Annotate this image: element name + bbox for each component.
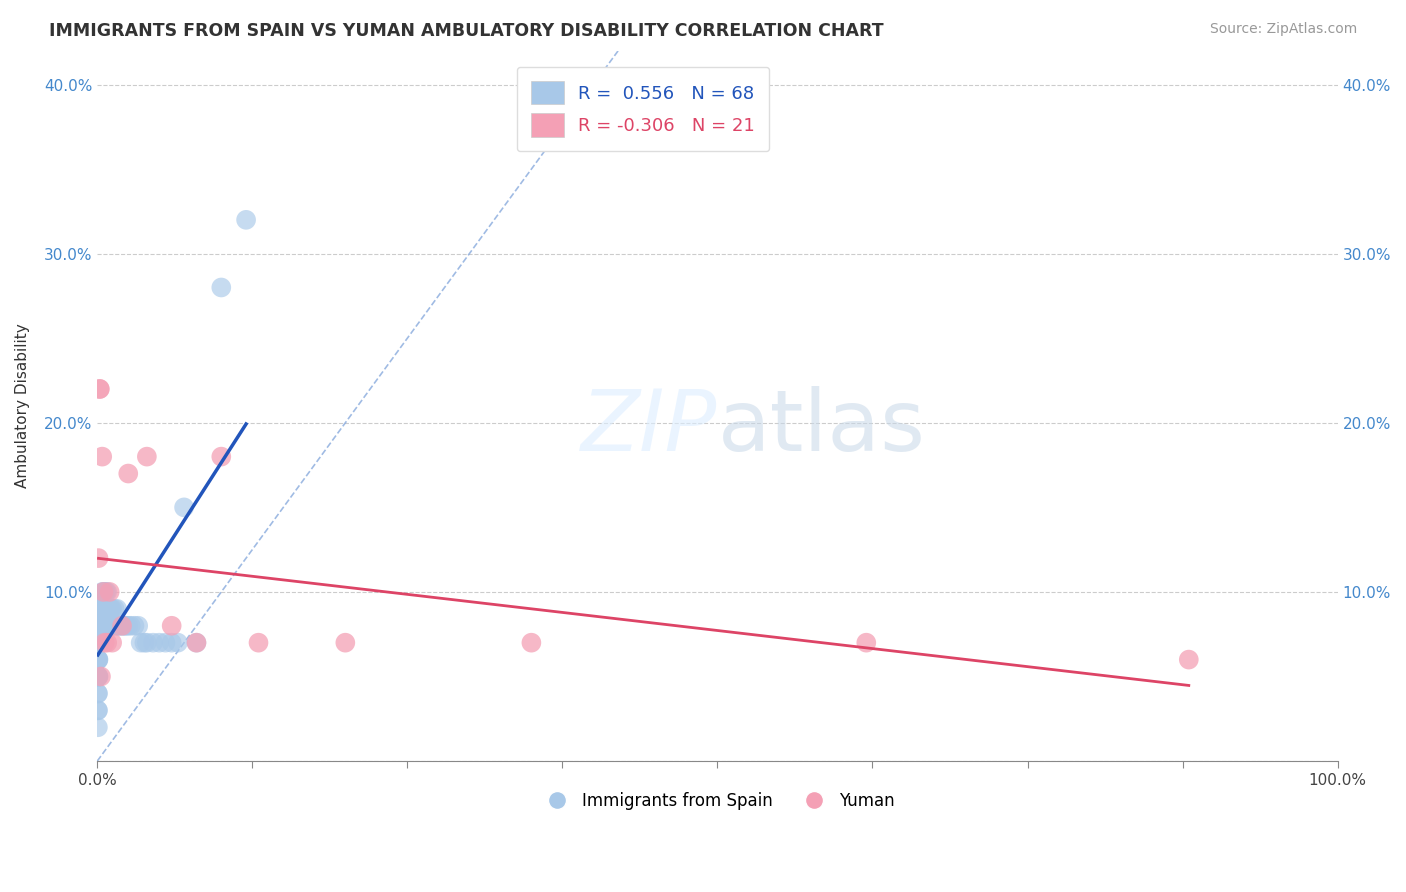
Point (94, 602, 117, 616)
Point (167, 635, 190, 649)
Text: Source: ZipAtlas.com: Source: ZipAtlas.com (1209, 22, 1357, 37)
Point (90, 602, 112, 616)
Point (105, 602, 128, 616)
Point (103, 619, 125, 633)
Point (91, 450, 114, 464)
Point (98, 619, 121, 633)
Point (87, 703, 110, 717)
Point (98, 585, 121, 599)
Text: IMMIGRANTS FROM SPAIN VS YUMAN AMBULATORY DISABILITY CORRELATION CHART: IMMIGRANTS FROM SPAIN VS YUMAN AMBULATOR… (49, 22, 884, 40)
Point (101, 602, 124, 616)
Point (89, 635, 111, 649)
Point (87, 652, 110, 666)
Point (114, 619, 136, 633)
Point (186, 635, 208, 649)
Point (101, 635, 124, 649)
Point (87, 669, 110, 683)
Point (87, 635, 110, 649)
Point (91, 619, 114, 633)
Point (173, 500, 195, 515)
Text: ZIP: ZIP (581, 385, 717, 468)
Point (87, 703, 110, 717)
Point (142, 635, 165, 649)
Point (111, 619, 134, 633)
Point (235, 212, 257, 227)
Point (87, 669, 110, 683)
Point (87, 669, 110, 683)
Point (209, 450, 232, 464)
Point (93, 585, 115, 599)
Point (186, 635, 208, 649)
Point (87, 652, 110, 666)
Point (90, 602, 112, 616)
Point (209, 280, 232, 294)
Legend: Immigrants from Spain, Yuman: Immigrants from Spain, Yuman (533, 785, 901, 817)
Point (87, 686, 110, 700)
Point (87, 669, 110, 683)
Point (117, 467, 139, 481)
Point (129, 635, 152, 649)
Point (117, 619, 139, 633)
Point (89, 382, 111, 396)
Point (1178, 652, 1201, 666)
Point (98, 602, 121, 616)
Point (104, 619, 127, 633)
Point (87, 635, 110, 649)
Point (160, 635, 183, 649)
Point (96, 635, 118, 649)
Point (87, 720, 110, 734)
Point (247, 635, 270, 649)
Text: atlas: atlas (717, 385, 925, 468)
Point (93, 585, 115, 599)
Point (96, 585, 118, 599)
Point (148, 635, 170, 649)
Point (97, 619, 120, 633)
Point (124, 619, 146, 633)
Point (90, 669, 112, 683)
Point (97, 602, 120, 616)
Point (134, 635, 156, 649)
Point (90, 619, 112, 633)
Point (87, 619, 110, 633)
Point (100, 602, 122, 616)
Point (93, 635, 115, 649)
Point (87, 669, 110, 683)
Point (96, 602, 118, 616)
Point (93, 602, 115, 616)
Point (91, 602, 114, 616)
Point (89, 382, 111, 396)
Point (520, 635, 543, 649)
Point (107, 619, 129, 633)
Point (120, 619, 142, 633)
Point (93, 602, 115, 616)
Point (135, 635, 157, 649)
Point (91, 585, 114, 599)
Point (89, 619, 111, 633)
Point (87, 652, 110, 666)
Point (111, 619, 134, 633)
Y-axis label: Ambulatory Disability: Ambulatory Disability (15, 324, 30, 488)
Point (89, 602, 111, 616)
Point (135, 450, 157, 464)
Point (87, 686, 110, 700)
Point (87, 652, 110, 666)
Point (93, 619, 115, 633)
Point (160, 619, 183, 633)
Point (855, 635, 877, 649)
Point (87, 619, 110, 633)
Point (104, 602, 127, 616)
Point (87, 551, 110, 566)
Point (335, 635, 357, 649)
Point (87, 635, 110, 649)
Point (127, 619, 149, 633)
Point (94, 585, 117, 599)
Point (93, 585, 115, 599)
Point (114, 619, 136, 633)
Point (155, 635, 177, 649)
Point (108, 619, 131, 633)
